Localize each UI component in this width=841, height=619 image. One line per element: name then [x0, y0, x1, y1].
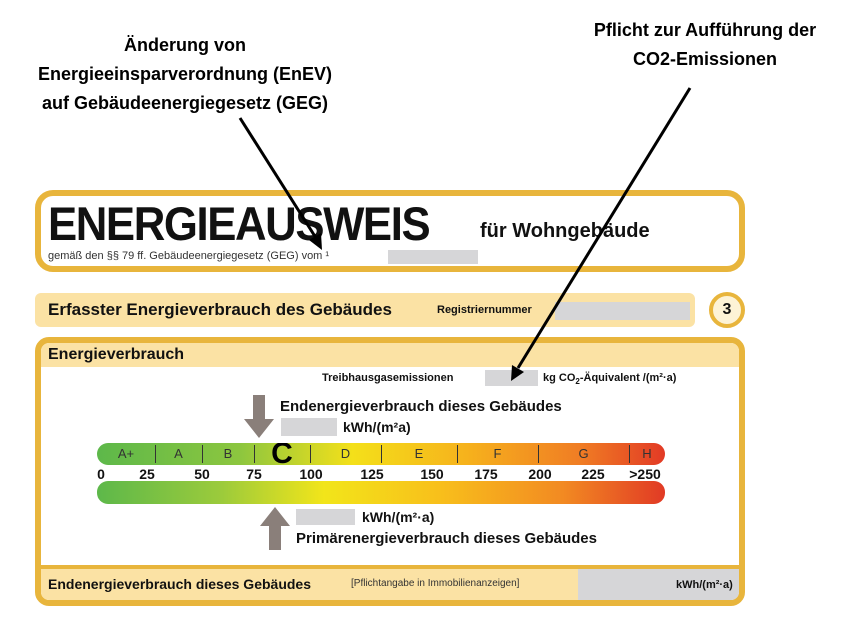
class-divider — [310, 445, 311, 463]
annotation-line: CO2-Emissionen — [632, 49, 778, 69]
ghg-unit-text: -Äquivalent /(m²·a) — [579, 372, 677, 384]
energy-heading: Energieverbrauch — [48, 346, 185, 363]
page-number-badge: 3 — [709, 292, 745, 328]
class-c: C — [271, 443, 293, 465]
tick-label: 100 — [299, 466, 323, 482]
class-aplus: A+ — [117, 446, 135, 461]
arrow-to-co2-icon — [511, 87, 692, 381]
end-energy-label: Endenergieverbrauch dieses Gebäudes — [280, 398, 562, 415]
tick-label: 75 — [246, 466, 262, 482]
footer-note: [Pflichtangabe in Immobilienanzeigen] — [351, 578, 520, 589]
end-energy-arrow-icon — [244, 395, 274, 438]
efficiency-class-scale: A+ A B C D E F G H — [97, 443, 665, 465]
class-divider — [629, 445, 630, 463]
class-e: E — [414, 446, 424, 461]
tick-label: 175 — [474, 466, 498, 482]
class-divider — [381, 445, 382, 463]
legal-line: gemäß den §§ 79 ff. Gebäudeenergiegesetz… — [48, 250, 330, 262]
class-divider — [202, 445, 203, 463]
ghg-unit-sub: 2 — [575, 377, 580, 387]
class-divider — [155, 445, 156, 463]
class-a: A — [174, 446, 183, 461]
end-energy-field[interactable] — [281, 418, 337, 436]
primary-energy-arrow-icon — [260, 507, 290, 550]
annotation-geg: Änderung von Energieeinsparverordnung (E… — [15, 31, 355, 118]
gradient-bar — [97, 481, 665, 504]
class-d: D — [340, 446, 351, 461]
arrow-to-geg-icon — [238, 117, 322, 250]
ghg-unit-text: kg CO — [543, 372, 576, 384]
primary-energy-field[interactable] — [296, 509, 355, 525]
tick-label: 125 — [360, 466, 384, 482]
annotation-line: Pflicht zur Aufführung der — [593, 20, 817, 40]
page-title: ENERGIEAUSWEIS — [48, 197, 431, 250]
tick-label: 225 — [581, 466, 605, 482]
ghg-label: Treibhausgasemissionen — [322, 372, 454, 384]
tick-label: 0 — [97, 466, 105, 482]
class-g: G — [578, 446, 589, 461]
annotation-line: Energieeinsparverordnung (EnEV) — [37, 64, 333, 84]
footer-label: Endenergieverbrauch dieses Gebäudes — [48, 576, 311, 592]
class-divider — [538, 445, 539, 463]
tick-label: 150 — [420, 466, 444, 482]
registration-field[interactable] — [555, 302, 690, 320]
class-f: F — [493, 446, 502, 461]
energy-header-band — [41, 343, 739, 367]
class-b: B — [223, 446, 233, 461]
annotation-co2: Pflicht zur Aufführung der CO2-Emissione… — [555, 16, 841, 74]
primary-energy-label: Primärenergieverbrauch dieses Gebäudes — [296, 530, 597, 547]
end-energy-unit: kWh/(m²a) — [343, 419, 411, 435]
tick-label: 25 — [139, 466, 155, 482]
section-title: Erfasster Energieverbrauch des Gebäudes — [48, 300, 392, 319]
annotation-line: Änderung von — [124, 35, 246, 55]
date-field[interactable] — [388, 250, 478, 264]
energy-box: Energieverbrauch Endenergieverbrauch die… — [35, 337, 745, 606]
annotation-line: auf Gebäudeenergiegesetz (GEG) — [41, 93, 329, 113]
tick-label: 50 — [194, 466, 210, 482]
footer-value-field[interactable] — [578, 569, 739, 600]
footer-unit: kWh/(m²·a) — [676, 579, 733, 591]
primary-energy-unit: kWh/(m²·a) — [362, 509, 435, 525]
class-divider — [254, 445, 255, 463]
registration-label: Registriernummer — [437, 304, 532, 316]
tick-label: 200 — [528, 466, 552, 482]
ghg-unit: kg CO2-Äquivalent /(m²·a) — [543, 372, 676, 386]
tick-label: >250 — [629, 466, 661, 482]
class-divider — [457, 445, 458, 463]
class-h: H — [642, 446, 652, 461]
